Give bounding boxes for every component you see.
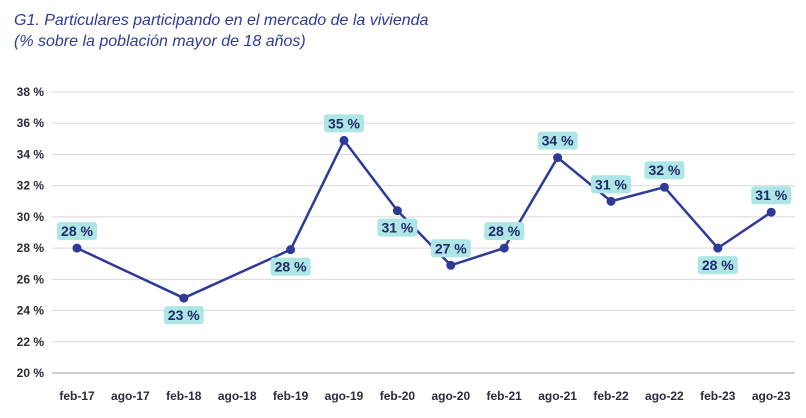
data-label: 31 % xyxy=(381,220,413,236)
data-label: 28 % xyxy=(488,223,520,239)
data-label: 28 % xyxy=(275,259,307,275)
data-point xyxy=(286,245,296,255)
x-tick-label: feb-19 xyxy=(273,389,309,403)
y-tick-label: 22 % xyxy=(17,335,45,349)
y-tick-label: 24 % xyxy=(17,304,45,318)
y-tick-label: 28 % xyxy=(17,241,45,255)
data-label: 23 % xyxy=(168,307,200,323)
data-label-bg xyxy=(537,131,578,150)
x-tick-label: ago-19 xyxy=(325,389,364,403)
data-label-bg xyxy=(484,222,525,241)
data-label-bg xyxy=(163,306,204,325)
data-label: 27 % xyxy=(435,240,467,256)
data-point xyxy=(179,293,189,303)
data-point xyxy=(392,206,402,216)
y-tick-label: 36 % xyxy=(17,116,45,130)
y-tick-label: 30 % xyxy=(17,210,45,224)
data-point xyxy=(72,243,82,253)
data-label: 32 % xyxy=(648,162,680,178)
y-tick-label: 38 % xyxy=(17,85,45,99)
data-label-bg xyxy=(430,239,471,258)
data-label-bg xyxy=(324,114,364,133)
x-tick-label: feb-22 xyxy=(593,389,629,403)
data-label: 31 % xyxy=(595,176,627,192)
data-point xyxy=(766,207,776,217)
x-tick-label: feb-21 xyxy=(487,389,523,403)
data-label-bg xyxy=(57,222,97,241)
x-tick-label: ago-17 xyxy=(111,389,150,403)
x-tick-label: ago-20 xyxy=(431,389,470,403)
x-tick-label: ago-22 xyxy=(645,389,684,403)
chart-subtitle: (% sobre la población mayor de 18 años) xyxy=(14,33,306,50)
y-tick-label: 26 % xyxy=(17,272,45,286)
data-point xyxy=(713,243,723,253)
chart-title: G1. Particulares participando en el merc… xyxy=(14,12,429,29)
data-point xyxy=(659,182,669,192)
x-tick-label: feb-18 xyxy=(166,389,202,403)
chart-title-block: G1. Particulares participando en el merc… xyxy=(14,10,428,52)
data-label-bg xyxy=(270,257,311,276)
data-label: 28 % xyxy=(61,223,93,239)
data-label-bg xyxy=(697,256,738,275)
x-tick-label: ago-23 xyxy=(752,389,791,403)
data-label: 28 % xyxy=(702,257,734,273)
x-tick-label: feb-23 xyxy=(700,389,736,403)
x-tick-label: ago-21 xyxy=(538,389,577,403)
data-label-bg xyxy=(751,186,792,205)
data-point xyxy=(499,243,509,253)
y-tick-label: 32 % xyxy=(17,179,45,193)
data-point xyxy=(553,153,563,163)
data-label-bg xyxy=(644,161,685,180)
data-point xyxy=(339,135,349,145)
data-point xyxy=(606,196,616,206)
data-label: 34 % xyxy=(542,133,574,149)
x-tick-label: ago-18 xyxy=(218,389,257,403)
x-tick-label: feb-20 xyxy=(380,389,416,403)
data-label: 35 % xyxy=(328,115,360,131)
data-label: 31 % xyxy=(755,187,787,203)
y-tick-label: 20 % xyxy=(17,366,45,380)
data-label-bg xyxy=(591,175,631,194)
data-point xyxy=(446,260,456,270)
y-tick-label: 34 % xyxy=(17,147,45,161)
data-label-bg xyxy=(377,218,418,237)
x-tick-label: feb-17 xyxy=(59,389,95,403)
series-line xyxy=(76,139,772,300)
